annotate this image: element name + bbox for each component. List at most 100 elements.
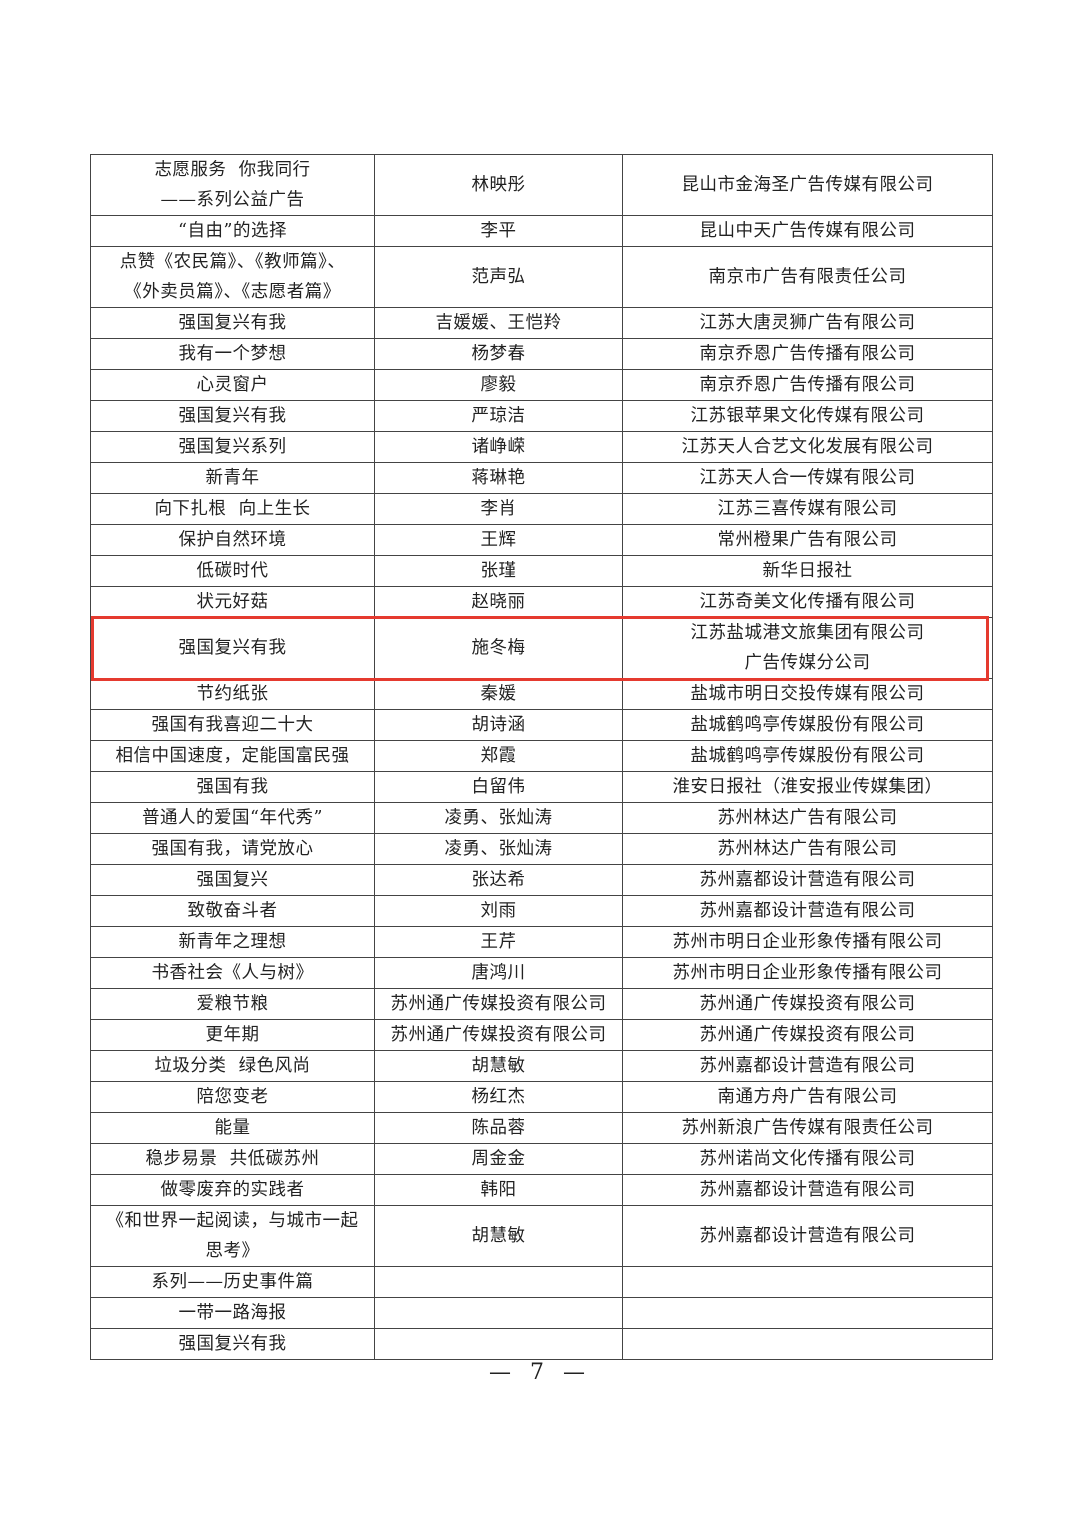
author-cell: 郑霞 (374, 740, 623, 772)
cell-line: 点赞《农民篇》、《教师篇》、 (119, 252, 346, 272)
cell-line: 志愿服务 你我同行 (154, 160, 311, 180)
cell-line: 保护自然环境 (178, 530, 287, 550)
work-title-cell: 低碳时代 (90, 555, 375, 587)
table-row: 更年期 苏州通广传媒投资有限公司 苏州通广传媒投资有限公司 (90, 1019, 993, 1051)
author-cell: 苏州通广传媒投资有限公司 (374, 988, 623, 1020)
organization-cell: 盐城鹤鸣亭传媒股份有限公司 (622, 740, 993, 772)
author-cell: 凌勇、张灿涛 (374, 802, 623, 834)
organization-cell: 苏州市明日企业形象传播有限公司 (622, 926, 993, 958)
author-cell: 周金金 (374, 1143, 623, 1175)
cell-line: 陈品蓉 (471, 1118, 526, 1138)
cell-line: 凌勇、张灿涛 (444, 839, 553, 859)
cell-line: 苏州通广传媒投资有限公司 (699, 1025, 916, 1045)
cell-line: 江苏三喜传媒有限公司 (717, 499, 898, 519)
table-row: 节约纸张 秦媛 盐城市明日交投传媒有限公司 (90, 678, 993, 710)
cell-line: 廖毅 (480, 375, 517, 395)
work-title-cell: 普通人的爱国“年代秀” (90, 802, 375, 834)
cell-line: 张瑾 (480, 561, 517, 581)
organization-cell: 苏州市明日企业形象传播有限公司 (622, 957, 993, 989)
cell-line: 赵晓丽 (471, 592, 526, 612)
table-row: 稳步易景 共低碳苏州 周金金 苏州诺尚文化传播有限公司 (90, 1143, 993, 1175)
table-row: 陪您变老 杨红杰 南通方舟广告有限公司 (90, 1081, 993, 1113)
author-cell: 王芹 (374, 926, 623, 958)
work-title-cell: 一带一路海报 (90, 1297, 375, 1329)
work-title-cell: 相信中国速度，定能国富民强 (90, 740, 375, 772)
cell-line: 系列——历史事件篇 (151, 1272, 314, 1292)
table-row: 强国复兴 张达希 苏州嘉都设计营造有限公司 (90, 864, 993, 896)
cell-line: 江苏盐城港文旅集团有限公司 (690, 623, 925, 643)
work-title-cell: 做零废弃的实践者 (90, 1174, 375, 1206)
cell-line: 江苏银苹果文化传媒有限公司 (690, 406, 925, 426)
work-title-cell: 心灵窗户 (90, 369, 375, 401)
cell-line: 新华日报社 (762, 561, 853, 581)
author-cell: 严琼洁 (374, 400, 623, 432)
organization-cell: 淮安日报社（淮安报业传媒集团） (622, 771, 993, 803)
cell-line: 秦媛 (480, 684, 517, 704)
work-title-cell: 稳步易景 共低碳苏州 (90, 1143, 375, 1175)
table-row: 我有一个梦想 杨梦春 南京乔恩广告传播有限公司 (90, 338, 993, 370)
table-row: 心灵窗户 廖毅 南京乔恩广告传播有限公司 (90, 369, 993, 401)
work-title-cell: 点赞《农民篇》、《教师篇》、 《外卖员篇》、《志愿者篇》 (90, 246, 375, 308)
table-row-highlighted: 强国复兴有我 施冬梅 江苏盐城港文旅集团有限公司 广告传媒分公司 (90, 617, 993, 679)
author-cell (374, 1266, 623, 1298)
table-row: 书香社会《人与树》 唐鸿川 苏州市明日企业形象传播有限公司 (90, 957, 993, 989)
cell-line: 强国有我喜迎二十大 (151, 715, 314, 735)
cell-line: 更年期 (205, 1025, 260, 1045)
cell-line: 苏州嘉都设计营造有限公司 (699, 1226, 916, 1246)
awards-table: 志愿服务 你我同行 ——系列公益广告 林映彤 昆山市金海圣广告传媒有限公司 “自由”的选… (90, 154, 993, 1360)
organization-cell: 盐城鹤鸣亭传媒股份有限公司 (622, 709, 993, 741)
work-title-cell: 强国复兴有我 (90, 1328, 375, 1360)
author-cell: 王辉 (374, 524, 623, 556)
cell-line: 一带一路海报 (178, 1303, 287, 1323)
table-row: 强国有我喜迎二十大 胡诗涵 盐城鹤鸣亭传媒股份有限公司 (90, 709, 993, 741)
cell-line: 致敬奋斗者 (187, 901, 278, 921)
cell-line: 强国复兴有我 (178, 406, 287, 426)
work-title-cell: 强国复兴有我 (90, 307, 375, 339)
cell-line: 向下扎根 向上生长 (154, 499, 311, 519)
author-cell: 杨梦春 (374, 338, 623, 370)
cell-line: ——系列公益广告 (160, 190, 305, 210)
table-row: 垃圾分类 绿色风尚 胡慧敏 苏州嘉都设计营造有限公司 (90, 1050, 993, 1082)
cell-line: 郑霞 (480, 746, 517, 766)
work-title-cell: 保护自然环境 (90, 524, 375, 556)
cell-line: 爱粮节粮 (196, 994, 269, 1014)
organization-cell: 南京乔恩广告传播有限公司 (622, 369, 993, 401)
author-cell: 胡诗涵 (374, 709, 623, 741)
table-row: 致敬奋斗者 刘雨 苏州嘉都设计营造有限公司 (90, 895, 993, 927)
cell-line: 王芹 (480, 932, 517, 952)
table-row: 志愿服务 你我同行 ——系列公益广告 林映彤 昆山市金海圣广告传媒有限公司 (90, 154, 993, 216)
work-title-cell: 爱粮节粮 (90, 988, 375, 1020)
organization-cell: 常州橙果广告有限公司 (622, 524, 993, 556)
cell-line: 昆山市金海圣广告传媒有限公司 (681, 175, 934, 195)
author-cell: 凌勇、张灿涛 (374, 833, 623, 865)
author-cell: 吉媛媛、王恺羚 (374, 307, 623, 339)
cell-line: 盐城鹤鸣亭传媒股份有限公司 (690, 715, 925, 735)
work-title-cell: 强国复兴系列 (90, 431, 375, 463)
author-cell: 陈品蓉 (374, 1112, 623, 1144)
cell-line: 状元好菇 (196, 592, 269, 612)
table-row: 强国复兴有我 吉媛媛、王恺羚 江苏大唐灵狮广告有限公司 (90, 307, 993, 339)
organization-cell: 江苏天人合艺文化发展有限公司 (622, 431, 993, 463)
cell-line: 做零废弃的实践者 (160, 1180, 305, 1200)
cell-line: 盐城市明日交投传媒有限公司 (690, 684, 925, 704)
author-cell (374, 1297, 623, 1329)
organization-cell: 江苏盐城港文旅集团有限公司 广告传媒分公司 (622, 617, 993, 679)
organization-cell: 苏州通广传媒投资有限公司 (622, 988, 993, 1020)
page-number: — 7 — (489, 1360, 591, 1385)
table-row: 强国复兴有我 严琼洁 江苏银苹果文化传媒有限公司 (90, 400, 993, 432)
cell-line: 苏州林达广告有限公司 (717, 808, 898, 828)
organization-cell: 江苏大唐灵狮广告有限公司 (622, 307, 993, 339)
table-row: 做零废弃的实践者 韩阳 苏州嘉都设计营造有限公司 (90, 1174, 993, 1206)
cell-line: 强国复兴系列 (178, 437, 287, 457)
cell-line: 周金金 (471, 1149, 526, 1169)
work-title-cell: 强国有我 (90, 771, 375, 803)
cell-line: 强国有我，请党放心 (151, 839, 314, 859)
author-cell: 胡慧敏 (374, 1050, 623, 1082)
cell-line: 苏州嘉都设计营造有限公司 (699, 1056, 916, 1076)
author-cell: 张达希 (374, 864, 623, 896)
organization-cell: 昆山中天广告传媒有限公司 (622, 215, 993, 247)
cell-line: 淮安日报社（淮安报业传媒集团） (672, 777, 943, 797)
organization-cell: 苏州嘉都设计营造有限公司 (622, 864, 993, 896)
work-title-cell: 书香社会《人与树》 (90, 957, 375, 989)
cell-line: 诸峥嵘 (471, 437, 526, 457)
